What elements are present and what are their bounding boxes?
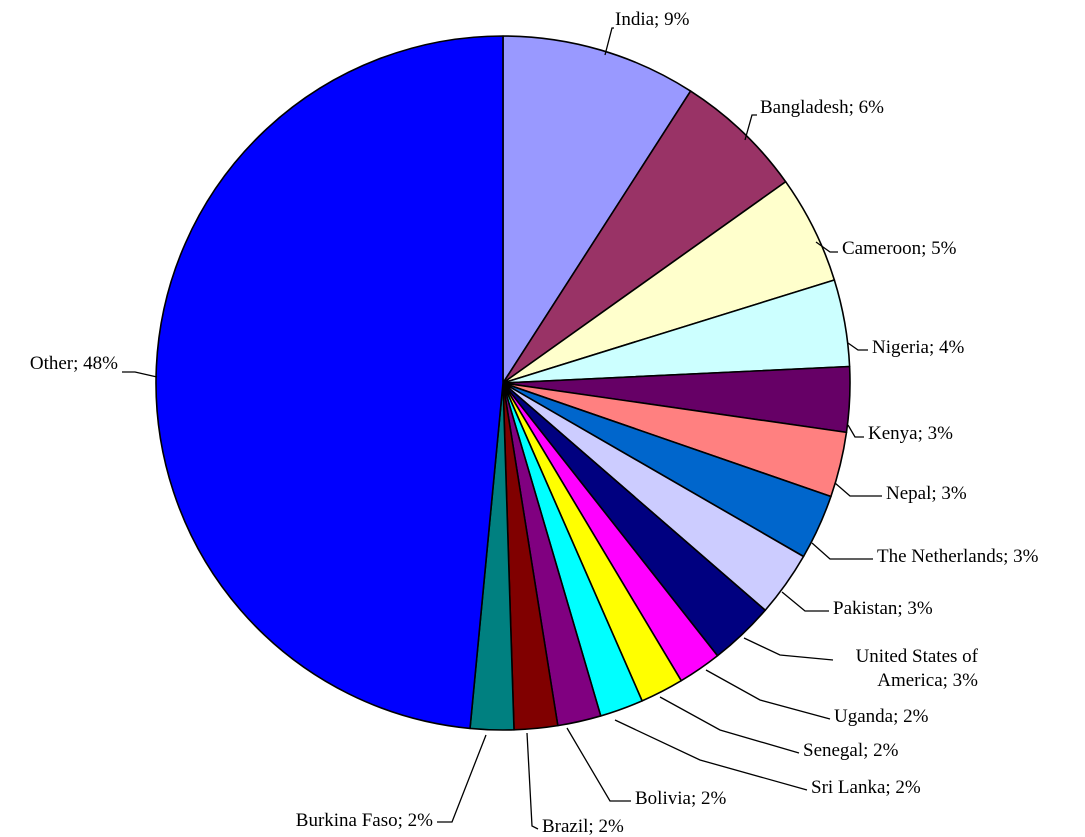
label-leader-lines — [122, 27, 882, 830]
leader-line-senegal — [659, 696, 800, 754]
leader-line-cameroon — [815, 241, 838, 253]
slice-label-uganda: Uganda; 2% — [834, 706, 929, 727]
pie-slice-india — [502, 35, 692, 384]
leader-line-nigeria — [847, 342, 868, 351]
leader-line-other — [122, 371, 158, 378]
slice-label-brazil: Brazil; 2% — [542, 816, 624, 837]
pie-slice-other — [155, 35, 504, 730]
slice-label-pakistan: Pakistan; 3% — [833, 598, 933, 619]
slice-label-the-netherlands: The Netherlands; 3% — [877, 546, 1039, 567]
slice-label-united-states-of-america: United States of America; 3% — [856, 646, 979, 691]
leader-line-nepal — [834, 482, 882, 497]
leader-line-brazil — [526, 732, 539, 830]
leader-line-uganda — [705, 669, 831, 720]
leader-line-the-netherlands — [811, 542, 873, 560]
leader-line-bangladesh — [744, 114, 757, 141]
leader-line-pakistan — [781, 591, 829, 612]
slice-label-sri-lanka: Sri Lanka; 2% — [811, 777, 921, 798]
slice-label-nigeria: Nigeria; 4% — [872, 337, 965, 358]
leader-line-burkina-faso — [437, 734, 487, 823]
slice-label-kenya: Kenya; 3% — [868, 423, 953, 444]
slice-label-nepal: Nepal; 3% — [886, 483, 967, 504]
leader-line-bolivia — [566, 727, 631, 802]
slice-label-cameroon: Cameroon; 5% — [842, 238, 957, 259]
leader-line-india — [604, 27, 614, 56]
slice-label-senegal: Senegal; 2% — [803, 740, 899, 761]
slice-label-burkina-faso: Burkina Faso; 2% — [296, 810, 433, 831]
slice-label-bolivia: Bolivia; 2% — [635, 788, 726, 809]
slice-labels: India; 9% Bangladesh; 6% Cameroon; 5% Niger… — [30, 9, 1039, 837]
leader-line-sri-lanka — [614, 719, 808, 791]
slice-label-other: Other; 48% — [30, 353, 118, 374]
pie-slice-bangladesh — [502, 90, 787, 384]
pie-slices — [155, 35, 851, 731]
leader-line-kenya — [847, 424, 864, 438]
slice-label-bangladesh: Bangladesh; 6% — [760, 97, 884, 118]
leader-line-united-states-of-america — [743, 637, 834, 661]
slice-label-india: India; 9% — [615, 9, 690, 30]
